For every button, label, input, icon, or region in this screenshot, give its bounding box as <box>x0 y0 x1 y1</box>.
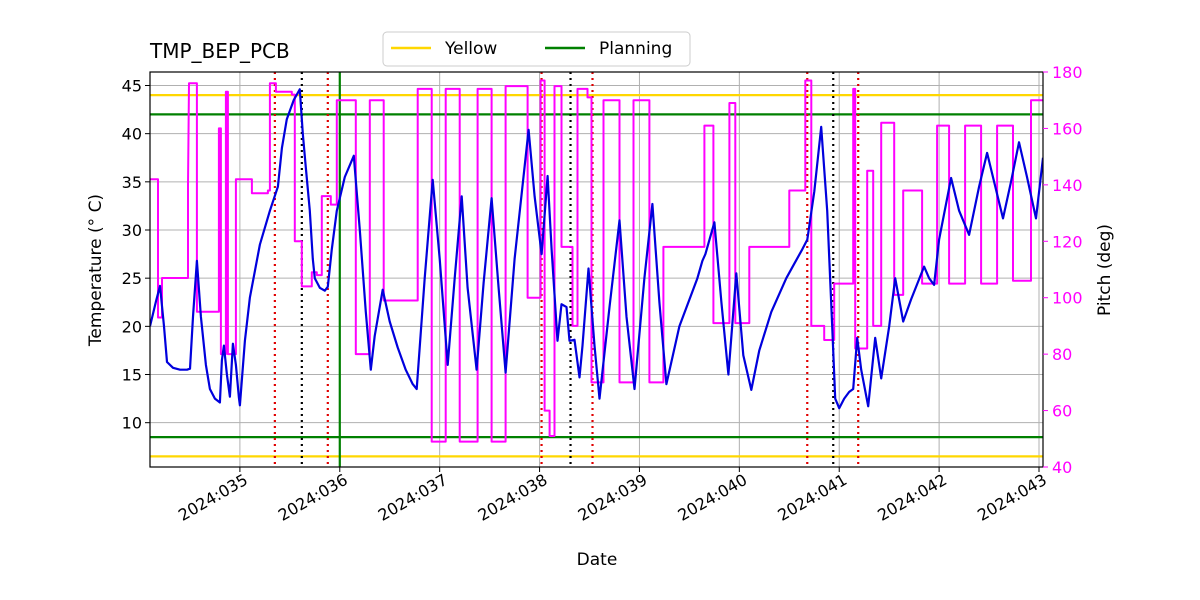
y-tick-label: 20 <box>122 317 142 336</box>
y2-tick-label: 100 <box>1052 289 1083 308</box>
y2-tick-label: 140 <box>1052 176 1083 195</box>
y2-tick-label: 40 <box>1052 458 1072 477</box>
y2-tick-label: 160 <box>1052 119 1083 138</box>
y2-tick-label: 60 <box>1052 402 1072 421</box>
y-axis-ticks: 10 15 20 25 30 35 40 45 <box>122 76 150 433</box>
y-axis-label: Temperature (° C) <box>86 194 106 347</box>
y2-tick-label: 120 <box>1052 232 1083 251</box>
y-tick-label: 35 <box>122 173 142 192</box>
y-tick-label: 10 <box>122 414 142 433</box>
chart-title: TMP_BEP_PCB <box>149 39 290 63</box>
series-pitch <box>150 79 1043 443</box>
y2-axis-label: Pitch (deg) <box>1095 224 1115 316</box>
y-tick-label: 40 <box>122 125 142 144</box>
plot-frame <box>149 71 1044 468</box>
y-tick-label: 15 <box>122 366 142 385</box>
legend-label-yellow: Yellow <box>444 39 497 59</box>
legend-label-planning: Planning <box>599 39 672 59</box>
y-tick-label: 30 <box>122 221 142 240</box>
y-tick-label: 25 <box>122 269 142 288</box>
y-tick-label: 45 <box>122 76 142 95</box>
series-tmp-bep-pcb <box>150 88 1043 410</box>
limit-lines <box>150 94 1043 458</box>
x-axis-label: Date <box>577 550 618 570</box>
legend: Yellow Planning <box>382 31 691 67</box>
y2-tick-label: 80 <box>1052 345 1072 364</box>
y2-tick-label: 180 <box>1052 63 1083 82</box>
legend-box <box>382 31 691 67</box>
event-lines <box>273 72 860 467</box>
y2-axis-ticks: 40 60 80 100 120 140 160 180 <box>1043 63 1083 477</box>
series-lines <box>150 79 1043 443</box>
